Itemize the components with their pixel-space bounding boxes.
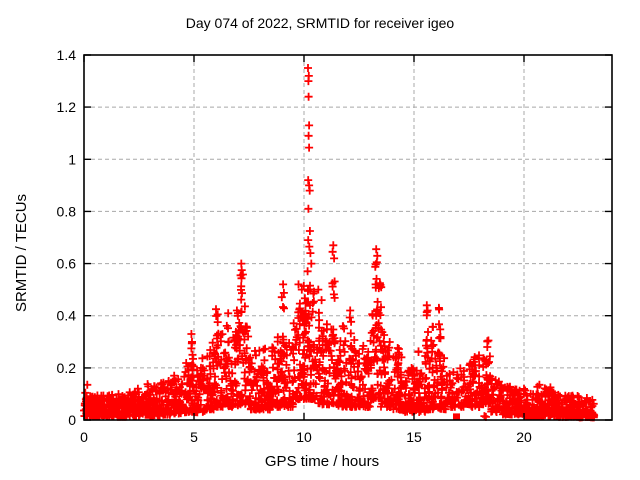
- plot-frame: [83, 54, 613, 421]
- x-tick-label: 0: [80, 429, 88, 445]
- y-tick-label: 0.2: [57, 360, 77, 376]
- x-tick-label: 10: [296, 429, 312, 445]
- y-tick-label: 1.4: [57, 47, 77, 63]
- outlier-square-marker: [453, 413, 460, 421]
- x-tick-label: 20: [516, 429, 532, 445]
- grid-lines: [84, 55, 612, 420]
- y-tick-label: 0: [68, 412, 76, 428]
- scatter-points: [80, 64, 599, 422]
- y-tick-label: 1.2: [57, 99, 77, 115]
- y-tick-label: 0.4: [57, 308, 77, 324]
- axis-ticks: [83, 54, 612, 421]
- chart-title: Day 074 of 2022, SRMTID for receiver ige…: [185, 15, 455, 31]
- y-tick-label: 0.8: [57, 203, 77, 219]
- x-tick-label: 15: [406, 429, 422, 445]
- x-tick-label: 5: [190, 429, 198, 445]
- y-tick-label: 1: [68, 151, 76, 167]
- y-tick-label: 0.6: [57, 256, 77, 272]
- x-axis-label: GPS time / hours: [264, 453, 380, 470]
